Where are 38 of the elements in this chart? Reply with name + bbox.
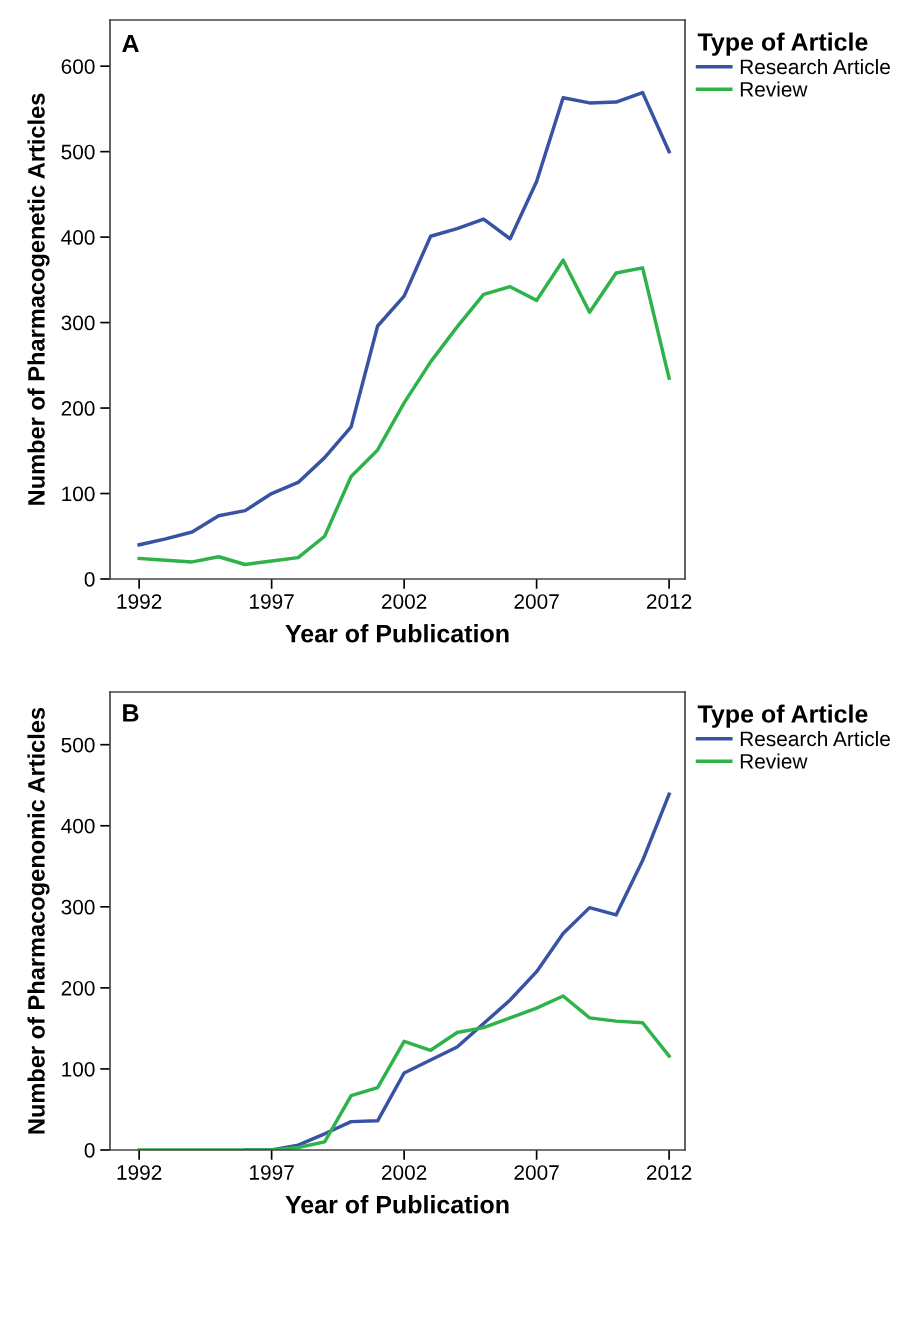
y-axis-title: Number of Pharmacogenetic Articles	[27, 93, 50, 505]
x-tick-label: 2002	[382, 594, 427, 609]
line-series	[137, 90, 671, 547]
annotation: A	[122, 34, 139, 53]
legend-label: Research Article	[740, 730, 890, 747]
annotation: B	[123, 704, 139, 722]
y-tick-label: 100	[62, 486, 95, 502]
x-tick-label: 2002	[382, 1165, 427, 1180]
y-tick-label: 0	[84, 1143, 95, 1158]
x-tick-label: 1992	[117, 1165, 162, 1180]
y-tick-label: 500	[61, 737, 95, 753]
y-tick-label: 600	[61, 59, 95, 74]
x-tick-label: 2012	[646, 594, 692, 609]
y-tick-label: 300	[61, 315, 95, 331]
y-tick-label: 300	[61, 899, 95, 915]
legend-title: Type of Article	[697, 32, 868, 56]
legend-title: Type of Article	[697, 704, 868, 728]
y-tick-label: 400	[61, 818, 95, 834]
legend-label: Review	[740, 81, 808, 97]
x-axis-title: Year of Publication	[285, 1195, 509, 1214]
x-tick-label: 2007	[514, 1165, 559, 1180]
line-series	[137, 258, 671, 567]
line-series	[137, 994, 671, 1150]
y-tick-label: 100	[62, 1061, 95, 1077]
y-axis-title: Number of Pharmacogenomic Articles	[27, 707, 50, 1134]
y-tick-label: 400	[61, 230, 95, 245]
y-tick-label: 500	[61, 144, 95, 160]
y-tick-label: 200	[61, 980, 95, 996]
y-tick-label: 200	[61, 401, 95, 416]
x-tick-label: 1997	[250, 594, 294, 609]
x-tick-label: 2012	[646, 1165, 692, 1180]
x-axis-title: Year of Publication	[285, 624, 509, 643]
legend-label: Research Article	[740, 58, 890, 75]
x-tick-label: 1997	[250, 1165, 294, 1180]
x-tick-label: 2007	[514, 594, 559, 609]
x-tick-label: 1992	[117, 594, 162, 609]
legend-label: Review	[740, 753, 808, 769]
y-tick-label: 0	[84, 572, 95, 587]
